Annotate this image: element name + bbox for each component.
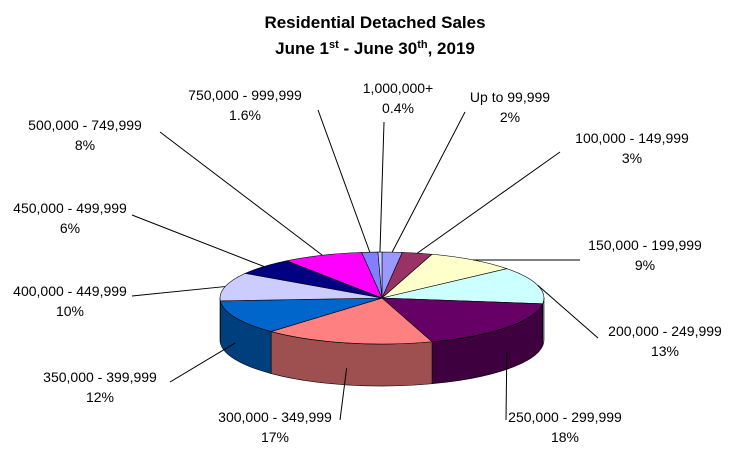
leader-line xyxy=(417,151,561,254)
subtitle-part: June 1 xyxy=(275,39,329,58)
slice xyxy=(381,297,544,343)
slice-value-label: 18% xyxy=(551,429,579,445)
slice-value-label: 17% xyxy=(261,429,289,445)
slice-label: 450,000 - 499,999 xyxy=(13,200,127,216)
slice-value-label: 9% xyxy=(635,257,655,273)
slice-label: 750,000 - 999,999 xyxy=(188,87,302,103)
slice-value-label: 1.6% xyxy=(229,107,261,123)
slice-label: 500,000 - 749,999 xyxy=(28,117,142,133)
slice-label: 350,000 - 399,999 xyxy=(43,369,157,385)
slice-value-label: 0.4% xyxy=(382,100,414,116)
slice-label: Up to 99,999 xyxy=(470,89,550,105)
slice xyxy=(219,273,383,302)
slice-value-label: 6% xyxy=(60,220,80,236)
slice xyxy=(377,251,383,299)
slice-value-label: 12% xyxy=(86,389,114,405)
leader-line xyxy=(537,284,599,339)
leader-line xyxy=(505,352,508,421)
slice-label: 300,000 - 349,999 xyxy=(218,409,332,425)
slice xyxy=(381,268,545,305)
slice-label: 200,000 - 249,999 xyxy=(608,323,722,339)
chart-subtitle: June 1st - June 30th, 2019 xyxy=(275,39,475,58)
leader-line xyxy=(131,214,265,267)
leader-line xyxy=(391,111,466,253)
slice-value-label: 8% xyxy=(75,137,95,153)
slice-label: 400,000 - 449,999 xyxy=(13,283,127,299)
slice-label: 100,000 - 149,999 xyxy=(575,130,689,146)
subtitle-superscript: th xyxy=(417,39,428,51)
slice-value-label: 2% xyxy=(500,109,520,125)
slice-label: 150,000 - 199,999 xyxy=(588,237,702,253)
slice-value-label: 3% xyxy=(622,150,642,166)
leader-line xyxy=(339,368,348,421)
leader-line xyxy=(317,109,371,253)
leader-line xyxy=(159,131,323,256)
leader-line xyxy=(379,121,385,253)
slice-label: 1,000,000+ xyxy=(363,80,433,96)
slice-value-label: 13% xyxy=(651,343,679,359)
slice xyxy=(270,297,433,345)
chart-title: Residential Detached Sales xyxy=(264,13,485,32)
slice xyxy=(381,253,508,299)
slice-value-label: 10% xyxy=(56,303,84,319)
slice-label: 250,000 - 299,999 xyxy=(508,409,622,425)
subtitle-superscript: st xyxy=(329,39,339,51)
subtitle-part: - June 30 xyxy=(339,39,417,58)
leader-line xyxy=(169,342,236,383)
leader-line xyxy=(131,286,226,297)
slice xyxy=(219,297,383,332)
subtitle-part: , 2019 xyxy=(428,39,475,58)
